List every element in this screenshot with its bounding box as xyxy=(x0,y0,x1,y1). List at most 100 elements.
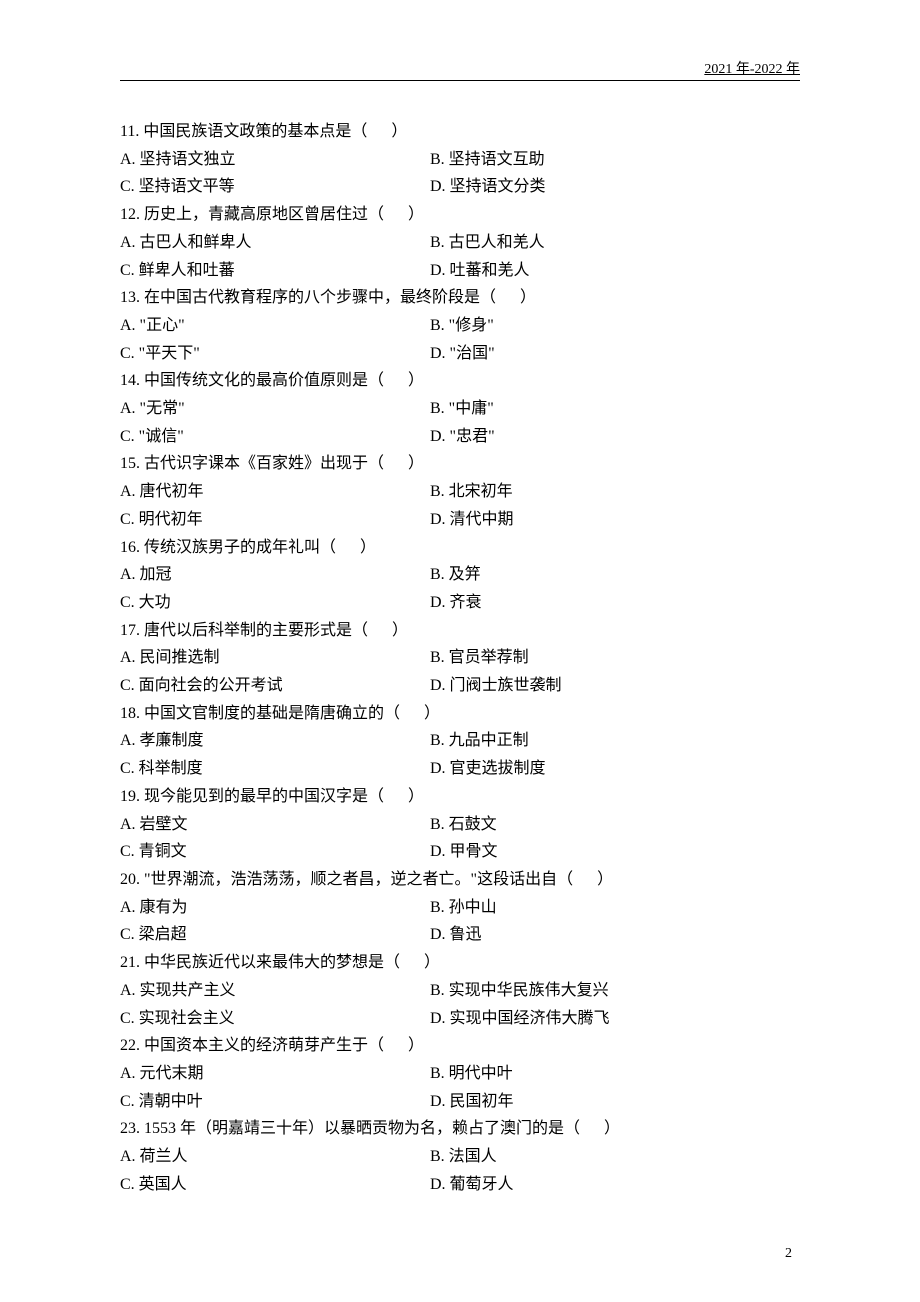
option-c: C. 面向社会的公开考试 xyxy=(120,672,430,700)
option-row: A. 元代末期 B. 明代中叶 xyxy=(120,1060,800,1088)
option-d: D. 葡萄牙人 xyxy=(430,1171,514,1199)
question-stem: 14. 中国传统文化的最高价值原则是（ ） xyxy=(120,367,800,395)
header-rule xyxy=(120,80,800,81)
option-row: C. "诚信" D. "忠君" xyxy=(120,423,800,451)
option-a: A. 古巴人和鲜卑人 xyxy=(120,229,430,257)
option-d: D. "治国" xyxy=(430,340,495,368)
option-c: C. 青铜文 xyxy=(120,838,430,866)
question-21: 21. 中华民族近代以来最伟大的梦想是（ ） A. 实现共产主义 B. 实现中华… xyxy=(120,949,800,1032)
option-d: D. 齐衰 xyxy=(430,589,482,617)
option-row: C. 梁启超 D. 鲁迅 xyxy=(120,921,800,949)
option-b: B. 古巴人和羌人 xyxy=(430,229,545,257)
option-row: C. 鲜卑人和吐蕃 D. 吐蕃和羌人 xyxy=(120,257,800,285)
option-d: D. 坚持语文分类 xyxy=(430,173,546,201)
option-row: C. 清朝中叶 D. 民国初年 xyxy=(120,1088,800,1116)
option-b: B. 实现中华民族伟大复兴 xyxy=(430,977,609,1005)
option-d: D. "忠君" xyxy=(430,423,495,451)
option-c: C. 明代初年 xyxy=(120,506,430,534)
option-b: B. 及笄 xyxy=(430,561,481,589)
document-page: 2021 年-2022 年 11. 中国民族语文政策的基本点是（ ） A. 坚持… xyxy=(0,0,920,1302)
option-row: A. 古巴人和鲜卑人 B. 古巴人和羌人 xyxy=(120,229,800,257)
option-c: C. 实现社会主义 xyxy=(120,1005,430,1033)
option-row: C. 科举制度 D. 官吏选拔制度 xyxy=(120,755,800,783)
option-row: C. 实现社会主义 D. 实现中国经济伟大腾飞 xyxy=(120,1005,800,1033)
option-a: A. 荷兰人 xyxy=(120,1143,430,1171)
option-row: C. 面向社会的公开考试 D. 门阀士族世袭制 xyxy=(120,672,800,700)
option-row: A. 加冠 B. 及笄 xyxy=(120,561,800,589)
option-a: A. 孝廉制度 xyxy=(120,727,430,755)
option-row: C. 英国人 D. 葡萄牙人 xyxy=(120,1171,800,1199)
header-year-range: 2021 年-2022 年 xyxy=(704,58,800,78)
option-b: B. 官员举荐制 xyxy=(430,644,529,672)
option-row: A. 荷兰人 B. 法国人 xyxy=(120,1143,800,1171)
option-row: A. "正心" B. "修身" xyxy=(120,312,800,340)
option-d: D. 甲骨文 xyxy=(430,838,498,866)
content-area: 11. 中国民族语文政策的基本点是（ ） A. 坚持语文独立 B. 坚持语文互助… xyxy=(120,118,800,1198)
option-b: B. 坚持语文互助 xyxy=(430,146,545,174)
option-a: A. 坚持语文独立 xyxy=(120,146,430,174)
question-stem: 12. 历史上，青藏高原地区曾居住过（ ） xyxy=(120,201,800,229)
option-b: B. 石鼓文 xyxy=(430,811,497,839)
option-c: C. "诚信" xyxy=(120,423,430,451)
option-a: A. 民间推选制 xyxy=(120,644,430,672)
option-row: A. 康有为 B. 孙中山 xyxy=(120,894,800,922)
option-b: B. "中庸" xyxy=(430,395,494,423)
question-20: 20. "世界潮流，浩浩荡荡，顺之者昌，逆之者亡。"这段话出自（ ） A. 康有… xyxy=(120,866,800,949)
option-b: B. "修身" xyxy=(430,312,494,340)
question-stem: 23. 1553 年（明嘉靖三十年）以暴晒贡物为名，赖占了澳门的是（ ） xyxy=(120,1115,800,1143)
question-13: 13. 在中国古代教育程序的八个步骤中，最终阶段是（ ） A. "正心" B. … xyxy=(120,284,800,367)
option-a: A. 康有为 xyxy=(120,894,430,922)
option-c: C. "平天下" xyxy=(120,340,430,368)
option-d: D. 清代中期 xyxy=(430,506,514,534)
question-14: 14. 中国传统文化的最高价值原则是（ ） A. "无常" B. "中庸" C.… xyxy=(120,367,800,450)
question-stem: 15. 古代识字课本《百家姓》出现于（ ） xyxy=(120,450,800,478)
option-row: A. "无常" B. "中庸" xyxy=(120,395,800,423)
option-a: A. "正心" xyxy=(120,312,430,340)
option-b: B. 九品中正制 xyxy=(430,727,529,755)
page-number: 2 xyxy=(785,1246,792,1262)
option-row: C. 青铜文 D. 甲骨文 xyxy=(120,838,800,866)
question-17: 17. 唐代以后科举制的主要形式是（ ） A. 民间推选制 B. 官员举荐制 C… xyxy=(120,617,800,700)
question-12: 12. 历史上，青藏高原地区曾居住过（ ） A. 古巴人和鲜卑人 B. 古巴人和… xyxy=(120,201,800,284)
option-c: C. 清朝中叶 xyxy=(120,1088,430,1116)
option-row: A. 岩壁文 B. 石鼓文 xyxy=(120,811,800,839)
option-d: D. 官吏选拔制度 xyxy=(430,755,546,783)
question-22: 22. 中国资本主义的经济萌芽产生于（ ） A. 元代末期 B. 明代中叶 C.… xyxy=(120,1032,800,1115)
question-16: 16. 传统汉族男子的成年礼叫（ ） A. 加冠 B. 及笄 C. 大功 D. … xyxy=(120,534,800,617)
option-a: A. 唐代初年 xyxy=(120,478,430,506)
question-19: 19. 现今能见到的最早的中国汉字是（ ） A. 岩壁文 B. 石鼓文 C. 青… xyxy=(120,783,800,866)
question-stem: 11. 中国民族语文政策的基本点是（ ） xyxy=(120,118,800,146)
question-stem: 20. "世界潮流，浩浩荡荡，顺之者昌，逆之者亡。"这段话出自（ ） xyxy=(120,866,800,894)
option-b: B. 明代中叶 xyxy=(430,1060,513,1088)
option-row: A. 唐代初年 B. 北宋初年 xyxy=(120,478,800,506)
question-11: 11. 中国民族语文政策的基本点是（ ） A. 坚持语文独立 B. 坚持语文互助… xyxy=(120,118,800,201)
question-stem: 21. 中华民族近代以来最伟大的梦想是（ ） xyxy=(120,949,800,977)
question-stem: 16. 传统汉族男子的成年礼叫（ ） xyxy=(120,534,800,562)
question-23: 23. 1553 年（明嘉靖三十年）以暴晒贡物为名，赖占了澳门的是（ ） A. … xyxy=(120,1115,800,1198)
option-a: A. 实现共产主义 xyxy=(120,977,430,1005)
option-a: A. "无常" xyxy=(120,395,430,423)
option-d: D. 吐蕃和羌人 xyxy=(430,257,530,285)
option-b: B. 北宋初年 xyxy=(430,478,513,506)
question-stem: 17. 唐代以后科举制的主要形式是（ ） xyxy=(120,617,800,645)
option-a: A. 岩壁文 xyxy=(120,811,430,839)
option-row: A. 实现共产主义 B. 实现中华民族伟大复兴 xyxy=(120,977,800,1005)
option-d: D. 门阀士族世袭制 xyxy=(430,672,562,700)
question-18: 18. 中国文官制度的基础是隋唐确立的（ ） A. 孝廉制度 B. 九品中正制 … xyxy=(120,700,800,783)
option-row: C. 明代初年 D. 清代中期 xyxy=(120,506,800,534)
option-row: A. 孝廉制度 B. 九品中正制 xyxy=(120,727,800,755)
option-a: A. 加冠 xyxy=(120,561,430,589)
question-stem: 18. 中国文官制度的基础是隋唐确立的（ ） xyxy=(120,700,800,728)
option-row: C. 大功 D. 齐衰 xyxy=(120,589,800,617)
question-stem: 13. 在中国古代教育程序的八个步骤中，最终阶段是（ ） xyxy=(120,284,800,312)
option-d: D. 民国初年 xyxy=(430,1088,514,1116)
option-c: C. 坚持语文平等 xyxy=(120,173,430,201)
option-c: C. 英国人 xyxy=(120,1171,430,1199)
option-a: A. 元代末期 xyxy=(120,1060,430,1088)
option-c: C. 科举制度 xyxy=(120,755,430,783)
option-b: B. 孙中山 xyxy=(430,894,497,922)
question-stem: 19. 现今能见到的最早的中国汉字是（ ） xyxy=(120,783,800,811)
option-c: C. 鲜卑人和吐蕃 xyxy=(120,257,430,285)
option-b: B. 法国人 xyxy=(430,1143,497,1171)
option-d: D. 实现中国经济伟大腾飞 xyxy=(430,1005,610,1033)
